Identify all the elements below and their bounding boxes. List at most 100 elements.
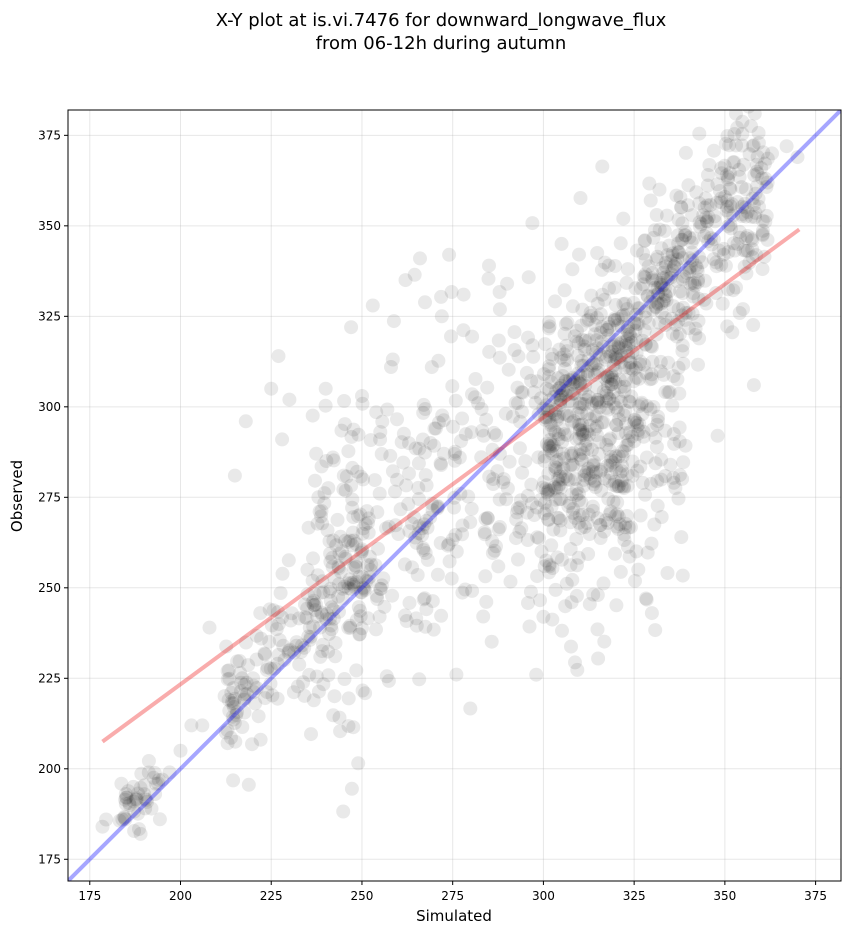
scatter-point <box>600 322 614 337</box>
scatter-point <box>585 464 600 479</box>
scatter-point <box>614 309 629 324</box>
scatter-point <box>732 162 747 177</box>
scatter-point <box>569 482 584 497</box>
scatter-point <box>322 534 337 549</box>
scatter-point <box>619 416 633 431</box>
scatter-point <box>132 822 146 837</box>
scatter-point <box>565 505 580 520</box>
y-tick-label: 350 <box>38 219 61 233</box>
scatter-point <box>303 629 318 644</box>
scatter-point <box>425 503 440 518</box>
scatter-point <box>596 384 611 399</box>
scatter-point <box>360 558 375 573</box>
scatter-point <box>478 569 493 584</box>
scatter-point <box>258 691 273 706</box>
scatter-point <box>576 472 591 487</box>
scatter-point <box>114 776 129 791</box>
scatter-point <box>735 138 750 153</box>
scatter-point <box>573 451 588 466</box>
scatter-point <box>544 404 559 419</box>
scatter-point <box>561 499 576 513</box>
scatter-point <box>333 564 348 579</box>
scatter-point <box>327 571 342 586</box>
scatter-point <box>305 573 320 588</box>
scatter-point <box>411 456 426 471</box>
scatter-point <box>737 259 752 274</box>
scatter-point <box>355 544 370 559</box>
scatter-point <box>554 388 569 403</box>
scatter-point <box>417 445 432 460</box>
scatter-point <box>344 582 359 597</box>
scatter-point <box>617 444 632 459</box>
scatter-point <box>620 327 635 342</box>
scatter-point <box>751 125 766 140</box>
scatter-point <box>631 316 646 331</box>
scatter-point <box>617 527 631 542</box>
scatter-point <box>685 276 700 291</box>
scatter-point <box>349 612 364 627</box>
scatter-point <box>492 446 507 461</box>
scatter-point <box>558 387 573 402</box>
scatter-point <box>563 558 578 573</box>
scatter-point <box>681 178 696 193</box>
scatter-point <box>673 284 688 299</box>
scatter-point <box>627 316 642 331</box>
scatter-point <box>290 679 305 694</box>
scatter-point <box>567 414 581 428</box>
scatter-point <box>229 708 244 722</box>
scatter-point <box>691 291 706 306</box>
scatter-point <box>694 217 709 231</box>
scatter-point <box>353 603 368 618</box>
scatter-point <box>579 433 594 448</box>
scatter-point <box>571 336 586 351</box>
scatter-point <box>556 446 571 461</box>
scatter-point <box>621 331 636 346</box>
scatter-point <box>712 184 727 198</box>
scatter-point <box>574 520 589 535</box>
scatter-point <box>430 501 445 516</box>
scatter-point <box>424 360 439 375</box>
scatter-point <box>574 358 589 373</box>
scatter-point <box>184 718 199 733</box>
scatter-point <box>565 487 580 502</box>
scatter-point <box>571 515 586 530</box>
scatter-point <box>714 257 729 272</box>
scatter-point <box>594 262 609 277</box>
scatter-point <box>332 710 347 725</box>
regression-line <box>101 227 801 744</box>
scatter-point <box>270 656 285 671</box>
scatter-point <box>353 469 368 484</box>
scatter-point <box>351 756 366 771</box>
scatter-point <box>297 640 312 655</box>
scatter-point <box>608 375 623 390</box>
scatter-point <box>224 685 239 700</box>
scatter-point <box>608 449 623 464</box>
scatter-point <box>574 495 589 510</box>
scatter-point <box>610 311 625 326</box>
scatter-point <box>594 462 609 477</box>
scatter-point <box>227 468 242 483</box>
scatter-point <box>663 254 678 269</box>
scatter-point <box>601 369 616 384</box>
scatter-point <box>560 315 575 330</box>
scatter-point <box>361 574 376 589</box>
scatter-point <box>373 432 388 447</box>
scatter-point <box>660 566 675 580</box>
scatter-point <box>299 611 314 625</box>
scatter-point <box>600 379 615 394</box>
scatter-point <box>714 161 729 176</box>
scatter-point <box>565 377 580 392</box>
scatter-point <box>138 801 153 816</box>
scatter-point <box>384 360 398 374</box>
scatter-point <box>534 391 548 406</box>
scatter-point <box>441 537 456 552</box>
scatter-point <box>625 345 640 360</box>
scatter-point <box>632 301 647 316</box>
scatter-point <box>444 571 459 586</box>
scatter-point <box>222 671 237 686</box>
scatter-point <box>662 385 677 399</box>
scatter-point <box>246 671 261 686</box>
scatter-point <box>745 139 760 153</box>
scatter-point <box>465 583 480 598</box>
